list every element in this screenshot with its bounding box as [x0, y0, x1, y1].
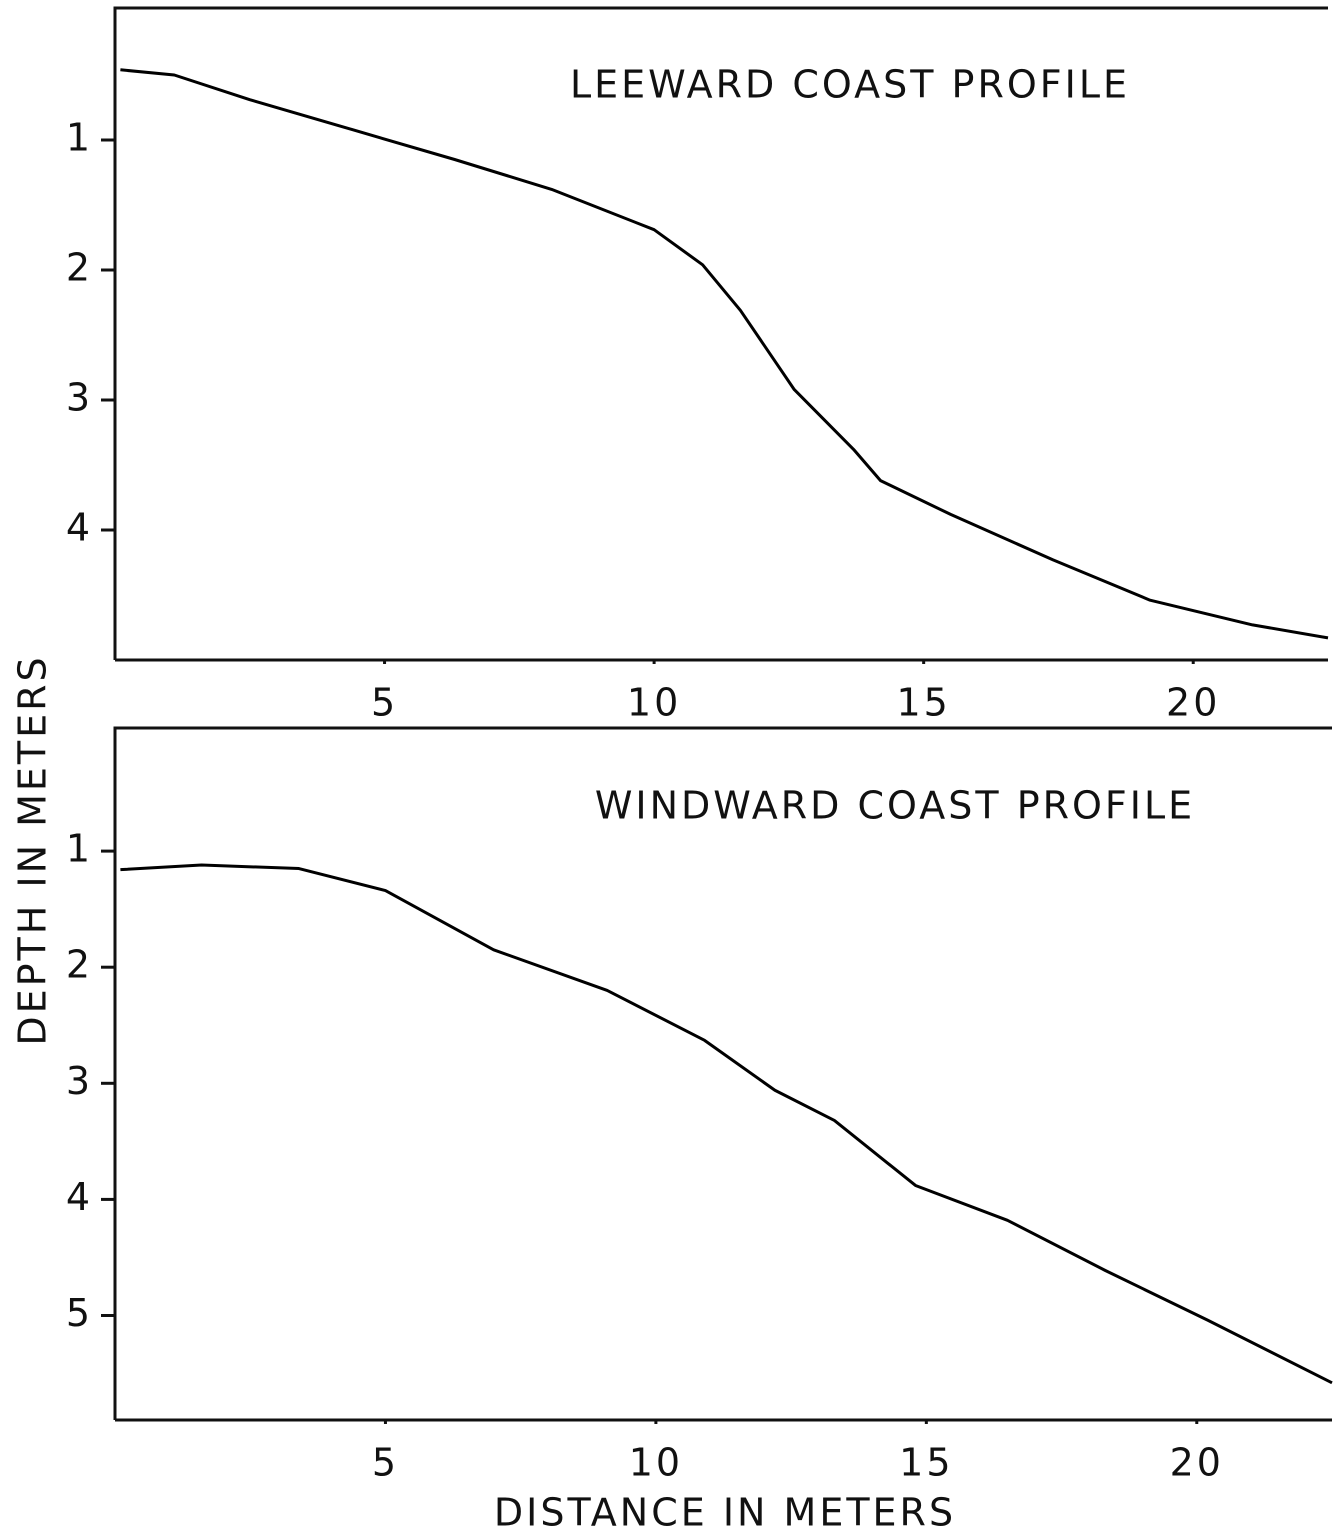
y-tick-label: 3 — [66, 376, 93, 420]
x-tick-label: 20 — [1166, 681, 1220, 725]
y-tick-label: 2 — [66, 943, 93, 987]
y-tick-label: 4 — [66, 1175, 93, 1219]
profile-line — [120, 863, 1333, 1385]
y-tick-label: 1 — [66, 827, 93, 871]
panel-title: LEEWARD COAST PROFILE — [570, 63, 1130, 107]
x-tick-label: 10 — [627, 681, 681, 725]
x-tick-label: 15 — [896, 681, 950, 725]
x-tick-label: 10 — [629, 1441, 683, 1485]
x-tick-label: 5 — [371, 681, 398, 725]
x-tick-label: 15 — [899, 1441, 953, 1485]
profile-line — [120, 68, 1329, 640]
y-tick-label: 5 — [66, 1291, 93, 1335]
frame — [113, 726, 1332, 1422]
y-tick-label: 4 — [66, 506, 93, 550]
x-axis-label: DISTANCE IN METERS — [494, 1491, 956, 1535]
y-tick-label: 2 — [66, 246, 93, 290]
y-axis-label: DEPTH IN METERS — [11, 654, 55, 1045]
y-tick-label: 3 — [66, 1059, 93, 1103]
x-tick-label: 5 — [372, 1441, 399, 1485]
panel-title: WINDWARD COAST PROFILE — [595, 784, 1195, 828]
y-tick-label: 1 — [66, 116, 93, 160]
x-tick-label: 20 — [1170, 1441, 1224, 1485]
frame — [113, 6, 1328, 662]
